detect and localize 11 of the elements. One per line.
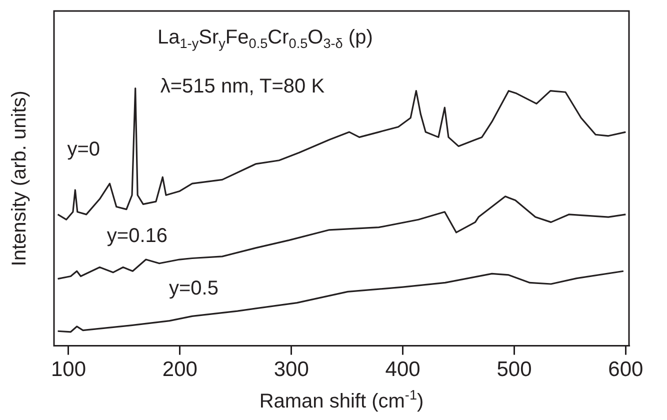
x-tick-label: 300 bbox=[274, 358, 309, 382]
series-label: y=0.16 bbox=[106, 224, 168, 247]
x-tick-label: 200 bbox=[162, 358, 198, 382]
x-tick-label: 400 bbox=[385, 358, 420, 382]
series-label: y=0 bbox=[67, 138, 100, 160]
chart-subtitle: λ=515 nm, T=80 K bbox=[160, 76, 326, 98]
x-tick-label: 100 bbox=[50, 358, 86, 382]
series-label: y=0.5 bbox=[169, 277, 218, 300]
x-tick-label: 500 bbox=[496, 358, 532, 382]
x-tick-label: 600 bbox=[608, 358, 644, 382]
y-axis-title: Intensity (arb. units) bbox=[8, 90, 31, 266]
